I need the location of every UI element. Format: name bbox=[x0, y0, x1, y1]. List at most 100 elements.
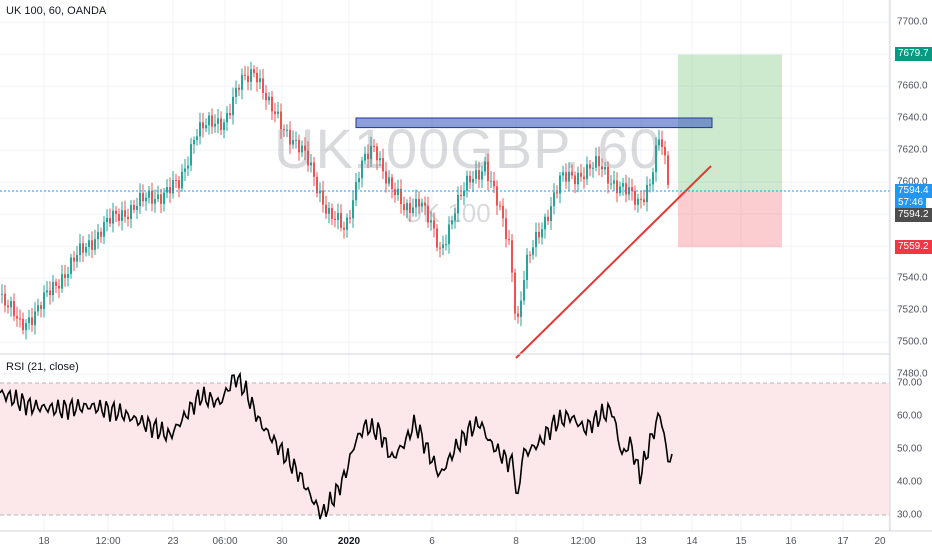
candle bbox=[259, 69, 261, 90]
candle bbox=[445, 234, 447, 251]
candle bbox=[136, 197, 138, 219]
candle bbox=[235, 80, 237, 104]
candle bbox=[316, 172, 318, 198]
candle bbox=[667, 151, 669, 189]
candle bbox=[391, 173, 393, 199]
rsi-axis-label: 60.00 bbox=[897, 410, 923, 422]
candle bbox=[184, 159, 186, 182]
candle bbox=[343, 221, 345, 239]
candle bbox=[442, 235, 444, 256]
candle bbox=[271, 90, 273, 120]
price-axis-label: 7500.0 bbox=[897, 336, 928, 348]
candle bbox=[232, 87, 234, 125]
candle bbox=[547, 209, 549, 225]
candle bbox=[220, 111, 222, 136]
candle bbox=[373, 139, 375, 153]
candle bbox=[292, 130, 294, 149]
candle bbox=[148, 186, 150, 204]
candle bbox=[289, 121, 291, 154]
candle bbox=[82, 235, 84, 262]
candle bbox=[466, 170, 468, 198]
candle bbox=[592, 161, 594, 178]
resistance-zone[interactable] bbox=[355, 117, 713, 129]
candle bbox=[301, 140, 303, 158]
candle bbox=[274, 102, 276, 123]
candle bbox=[541, 222, 543, 245]
candle bbox=[85, 242, 87, 257]
candle bbox=[505, 208, 507, 248]
candle bbox=[403, 196, 405, 216]
candle bbox=[145, 192, 147, 211]
price-axis-label: 7700.0 bbox=[897, 16, 928, 28]
candle bbox=[412, 198, 414, 217]
candle bbox=[70, 253, 72, 279]
candle bbox=[463, 182, 465, 206]
candle bbox=[634, 185, 636, 211]
candle bbox=[154, 189, 156, 213]
candle bbox=[400, 179, 402, 214]
candle bbox=[349, 210, 351, 224]
candle bbox=[559, 171, 561, 204]
candle bbox=[133, 199, 135, 214]
candle bbox=[217, 109, 219, 134]
candle bbox=[367, 144, 369, 169]
long-position-loss-zone[interactable] bbox=[678, 191, 782, 248]
time-axis-label: 30 bbox=[276, 536, 288, 547]
rsi-indicator-title[interactable]: RSI (21, close) bbox=[6, 361, 79, 373]
candle bbox=[457, 186, 459, 223]
price-axis-label: 7520.0 bbox=[897, 304, 928, 316]
candle bbox=[4, 284, 6, 313]
candle bbox=[97, 224, 99, 249]
chart-title[interactable]: UK 100, 60, OANDA bbox=[6, 5, 107, 17]
candle bbox=[31, 308, 33, 332]
candle bbox=[265, 85, 267, 110]
candle bbox=[64, 264, 66, 287]
candle bbox=[652, 167, 654, 191]
candle bbox=[205, 118, 207, 133]
price-axis-label: 7600.0 bbox=[897, 176, 928, 188]
candle bbox=[571, 164, 573, 180]
candle bbox=[46, 281, 48, 297]
candle bbox=[187, 156, 189, 176]
candle bbox=[337, 203, 339, 230]
candle bbox=[406, 199, 408, 219]
price-axis-label: 7660.0 bbox=[897, 80, 928, 92]
candle bbox=[460, 185, 462, 201]
candle bbox=[127, 208, 129, 227]
candle bbox=[157, 185, 159, 203]
candle bbox=[520, 291, 522, 327]
time-axis-label: 06:00 bbox=[212, 536, 238, 547]
candle bbox=[610, 174, 612, 190]
candle bbox=[439, 241, 441, 258]
candle bbox=[10, 296, 12, 317]
time-axis-label: 15 bbox=[735, 536, 747, 547]
candle bbox=[589, 159, 591, 177]
candle bbox=[319, 182, 321, 203]
candle bbox=[433, 212, 435, 238]
time-axis-label: 12:00 bbox=[570, 536, 596, 547]
candle bbox=[310, 153, 312, 173]
candle bbox=[241, 68, 243, 100]
candle bbox=[190, 137, 192, 172]
candle bbox=[103, 216, 105, 245]
candle bbox=[325, 195, 327, 219]
time-axis-label: 8 bbox=[513, 536, 519, 547]
candle bbox=[328, 202, 330, 224]
price-axis-label: 7540.0 bbox=[897, 272, 928, 284]
candle bbox=[535, 222, 537, 257]
candle bbox=[382, 148, 384, 180]
candle bbox=[55, 278, 57, 293]
candle bbox=[298, 134, 300, 161]
candle bbox=[211, 108, 213, 134]
ascending-trendline[interactable] bbox=[515, 165, 712, 359]
candle bbox=[604, 162, 606, 175]
candle bbox=[421, 198, 423, 213]
candle bbox=[58, 279, 60, 298]
candle bbox=[91, 231, 93, 259]
candle bbox=[94, 229, 96, 255]
candle bbox=[121, 201, 123, 231]
candle bbox=[388, 170, 390, 187]
candle bbox=[181, 164, 183, 192]
candle bbox=[208, 112, 210, 135]
